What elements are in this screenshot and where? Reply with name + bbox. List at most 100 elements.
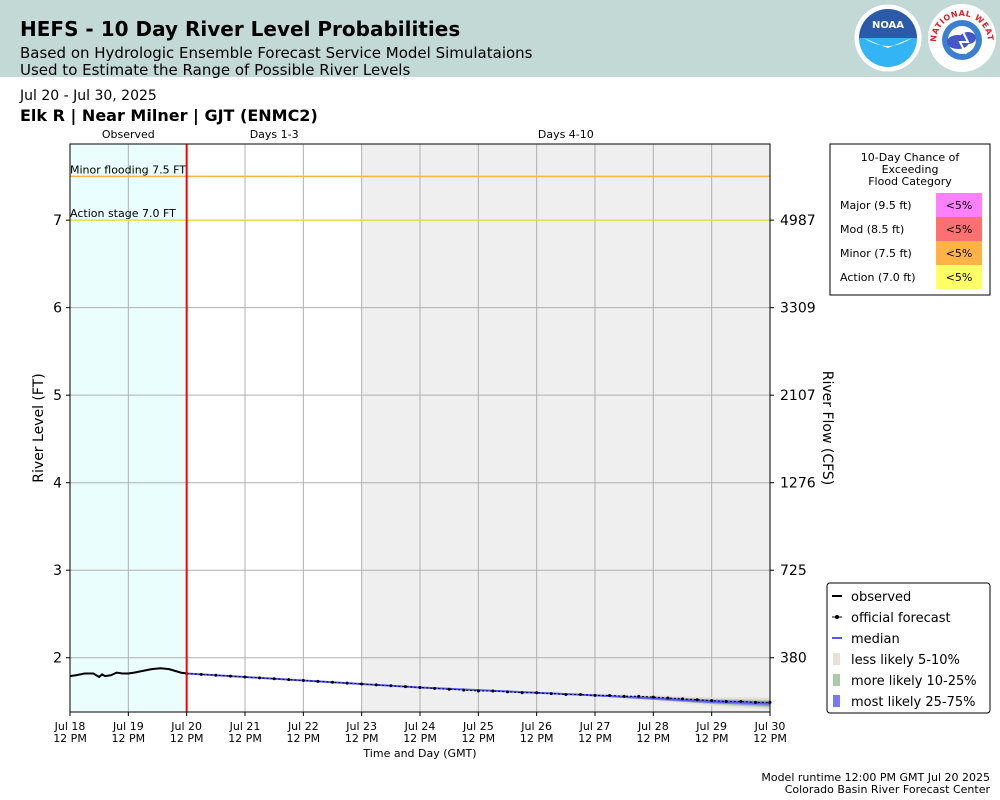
threshold-label: Action stage 7.0 FT [70, 207, 176, 220]
forecast-point [258, 676, 262, 680]
flood-category-label: Mod (8.5 ft) [840, 223, 904, 236]
forecast-point [345, 681, 349, 685]
forecast-point [331, 680, 334, 684]
flood-category-cell [936, 193, 982, 217]
y-axis-label: River Level (FT) [31, 373, 47, 482]
forecast-point [666, 696, 670, 700]
forecast-point [389, 684, 393, 688]
forecast-point [622, 694, 626, 698]
x-tick-label: Jul 22 [287, 720, 319, 733]
period-label: Days 4-10 [538, 128, 594, 141]
legend-swatch-forecast-dot [835, 615, 839, 619]
x-tick-label: Jul 28 [637, 720, 669, 733]
legend-swatch-band [833, 674, 840, 686]
flood-category-value: <5% [946, 199, 973, 212]
legend-swatch-band [833, 695, 840, 707]
flow-tick-label: 725 [780, 563, 807, 579]
flood-table-title: Exceeding [882, 163, 939, 176]
y-tick-label: 3 [53, 563, 62, 579]
flow-tick-label: 3309 [780, 301, 816, 317]
x-tick-time: 12 PM [287, 732, 321, 745]
y-tick-label: 6 [53, 301, 62, 317]
flood-category-cell [936, 241, 982, 265]
forecast-center: Colorado Basin River Forecast Center [784, 783, 990, 796]
days-4-10-shade [361, 144, 770, 712]
legend-label: median [851, 632, 900, 647]
forecast-point [753, 700, 757, 704]
y-tick-label: 7 [53, 213, 62, 229]
x-tick-label: Jul 18 [54, 720, 86, 733]
x-tick-time: 12 PM [695, 732, 729, 745]
threshold-label: Minor flooding 7.5 FT [70, 163, 186, 176]
x-tick-label: Jul 19 [112, 720, 144, 733]
x-tick-label: Jul 30 [754, 720, 786, 733]
forecast-point [316, 679, 320, 683]
flood-table-title: 10-Day Chance of [861, 151, 961, 164]
forecast-point [491, 689, 495, 693]
flood-category-label: Action (7.0 ft) [840, 271, 916, 284]
forecast-point [681, 697, 684, 701]
flood-category-value: <5% [946, 247, 973, 260]
forecast-point [301, 678, 305, 682]
forecast-point [199, 672, 203, 676]
x-tick-time: 12 PM [53, 732, 87, 745]
legend-label: observed [851, 590, 911, 605]
flood-category-cell [936, 265, 982, 289]
x-tick-time: 12 PM [403, 732, 437, 745]
forecast-point [535, 691, 539, 695]
forecast-point [506, 690, 509, 694]
forecast-point [243, 675, 247, 679]
forecast-point [403, 685, 407, 689]
chart-legend [826, 582, 991, 714]
y-tick-label: 5 [53, 388, 62, 404]
flood-category-cell [936, 217, 982, 241]
x-tick-time: 12 PM [345, 732, 379, 745]
x-tick-label: Jul 20 [170, 720, 202, 733]
forecast-point [695, 698, 699, 702]
legend-swatch-band [833, 653, 840, 665]
forecast-point [578, 692, 582, 696]
forecast-point [549, 692, 553, 696]
forecast-point [710, 699, 714, 703]
flood-category-label: Minor (7.5 ft) [840, 247, 912, 260]
forecast-point [418, 685, 422, 689]
legend-label: more likely 10-25% [851, 674, 977, 689]
forecast-point [724, 699, 728, 703]
model-runtime: Model runtime 12:00 PM GMT Jul 20 2025 [761, 771, 990, 784]
forecast-point [608, 693, 612, 697]
station-name: Elk R | Near Milner | GJT (ENMC2) [20, 106, 318, 125]
forecast-point [476, 689, 480, 693]
forecast-point [287, 678, 291, 682]
x-tick-time: 12 PM [462, 732, 496, 745]
forecast-point [360, 682, 364, 686]
forecast-point [651, 695, 655, 699]
flow-tick-label: 2107 [780, 388, 816, 404]
forecast-point [564, 692, 568, 696]
x-tick-time: 12 PM [228, 732, 262, 745]
forecast-point [433, 686, 437, 690]
flood-category-value: <5% [946, 223, 973, 236]
nws-logo: NATIONAL WEATHER SERVICE [926, 2, 996, 72]
x-tick-time: 12 PM [637, 732, 671, 745]
x-axis-label: Time and Day (GMT) [362, 747, 476, 760]
flood-table-title: Flood Category [868, 175, 952, 188]
noaa-logo-text: NOAA [872, 20, 904, 31]
x-tick-label: Jul 23 [345, 720, 377, 733]
y-tick-label: 4 [53, 476, 62, 492]
x-tick-time: 12 PM [520, 732, 554, 745]
flow-tick-label: 1276 [780, 476, 816, 492]
forecast-point [374, 683, 378, 687]
legend-label: most likely 25-75% [851, 695, 975, 710]
forecast-point [593, 693, 597, 697]
legend-label: official forecast [851, 611, 951, 626]
forecast-point [447, 687, 451, 691]
flood-category-label: Major (9.5 ft) [840, 199, 912, 212]
x-tick-time: 12 PM [753, 732, 787, 745]
x-tick-label: Jul 29 [695, 720, 727, 733]
noaa-logo: NOAA [853, 3, 923, 73]
x-tick-label: Jul 24 [404, 720, 436, 733]
x-tick-label: Jul 26 [520, 720, 552, 733]
legend-label: less likely 5-10% [851, 653, 960, 668]
page-title: HEFS - 10 Day River Level Probabilities [20, 17, 461, 41]
